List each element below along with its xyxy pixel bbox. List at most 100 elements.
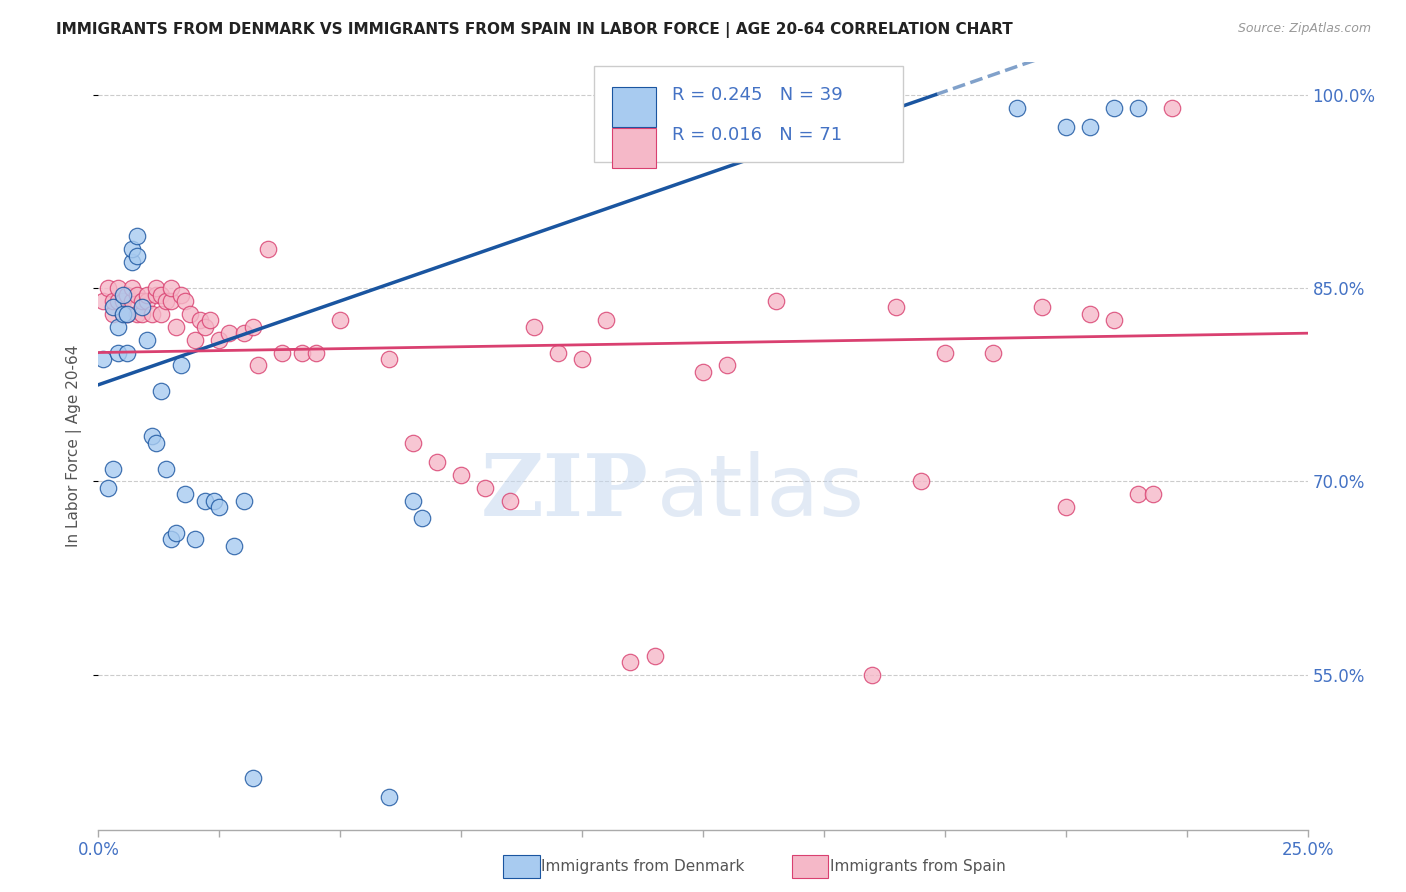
- Point: [247, 359, 270, 373]
- Point: [1054, 120, 1077, 134]
- Point: [595, 313, 617, 327]
- Point: [101, 461, 124, 475]
- Point: [547, 345, 569, 359]
- Point: [450, 468, 472, 483]
- Point: [1161, 101, 1184, 115]
- Point: [198, 313, 221, 327]
- Point: [107, 319, 129, 334]
- Point: [194, 493, 217, 508]
- Point: [101, 293, 124, 308]
- Point: [150, 307, 173, 321]
- FancyBboxPatch shape: [613, 87, 655, 127]
- Point: [474, 481, 496, 495]
- Point: [145, 281, 167, 295]
- Point: [222, 539, 245, 553]
- Point: [135, 333, 157, 347]
- Point: [860, 668, 883, 682]
- Point: [107, 281, 129, 295]
- Point: [232, 326, 254, 341]
- Point: [619, 655, 641, 669]
- Point: [131, 301, 153, 315]
- Point: [242, 319, 264, 334]
- Point: [184, 333, 207, 347]
- Text: R = 0.245   N = 39: R = 0.245 N = 39: [672, 86, 842, 103]
- Point: [765, 293, 787, 308]
- Point: [107, 293, 129, 308]
- Point: [117, 307, 139, 321]
- Point: [1007, 101, 1029, 115]
- Point: [117, 287, 139, 301]
- Point: [131, 307, 153, 321]
- Point: [716, 359, 738, 373]
- Point: [934, 345, 956, 359]
- Point: [160, 293, 183, 308]
- Point: [981, 345, 1004, 359]
- Point: [135, 293, 157, 308]
- Point: [111, 307, 134, 321]
- Point: [111, 293, 134, 308]
- Point: [141, 307, 163, 321]
- Point: [571, 351, 593, 366]
- Point: [1128, 487, 1150, 501]
- Point: [127, 229, 149, 244]
- Text: Immigrants from Spain: Immigrants from Spain: [830, 859, 1005, 873]
- Point: [256, 243, 278, 257]
- Text: atlas: atlas: [657, 450, 865, 533]
- Point: [1031, 301, 1053, 315]
- Point: [204, 493, 226, 508]
- Point: [1078, 307, 1101, 321]
- Point: [194, 319, 217, 334]
- Point: [174, 487, 197, 501]
- Point: [184, 533, 207, 547]
- Point: [101, 301, 124, 315]
- Point: [188, 313, 211, 327]
- Point: [1054, 500, 1077, 515]
- Point: [165, 526, 187, 541]
- Point: [121, 281, 143, 295]
- Text: R = 0.016   N = 71: R = 0.016 N = 71: [672, 127, 842, 145]
- Point: [111, 307, 134, 321]
- Point: [411, 510, 433, 524]
- Point: [121, 243, 143, 257]
- Point: [644, 648, 666, 663]
- Point: [91, 293, 114, 308]
- Point: [402, 493, 425, 508]
- Text: IMMIGRANTS FROM DENMARK VS IMMIGRANTS FROM SPAIN IN LABOR FORCE | AGE 20-64 CORR: IMMIGRANTS FROM DENMARK VS IMMIGRANTS FR…: [56, 22, 1012, 38]
- Point: [145, 287, 167, 301]
- Point: [498, 493, 520, 508]
- Point: [160, 533, 183, 547]
- Point: [218, 326, 240, 341]
- Point: [886, 301, 908, 315]
- Point: [150, 384, 173, 399]
- Point: [208, 500, 231, 515]
- Point: [97, 281, 120, 295]
- Point: [121, 255, 143, 269]
- FancyBboxPatch shape: [595, 66, 903, 162]
- Point: [1078, 120, 1101, 134]
- Point: [329, 313, 352, 327]
- Point: [155, 293, 177, 308]
- Point: [155, 461, 177, 475]
- Y-axis label: In Labor Force | Age 20-64: In Labor Force | Age 20-64: [66, 345, 83, 547]
- Point: [160, 281, 183, 295]
- Point: [1142, 487, 1164, 501]
- Point: [127, 249, 149, 263]
- Point: [208, 333, 231, 347]
- Point: [692, 365, 714, 379]
- Point: [377, 351, 399, 366]
- Point: [910, 475, 932, 489]
- Point: [117, 307, 139, 321]
- Point: [127, 287, 149, 301]
- Point: [174, 293, 197, 308]
- Text: Immigrants from Denmark: Immigrants from Denmark: [541, 859, 745, 873]
- Point: [377, 790, 399, 805]
- Point: [523, 319, 546, 334]
- Point: [131, 293, 153, 308]
- Point: [91, 351, 114, 366]
- Point: [402, 435, 425, 450]
- Point: [107, 345, 129, 359]
- Point: [121, 293, 143, 308]
- Text: Source: ZipAtlas.com: Source: ZipAtlas.com: [1237, 22, 1371, 36]
- Point: [1102, 313, 1125, 327]
- Point: [242, 771, 264, 785]
